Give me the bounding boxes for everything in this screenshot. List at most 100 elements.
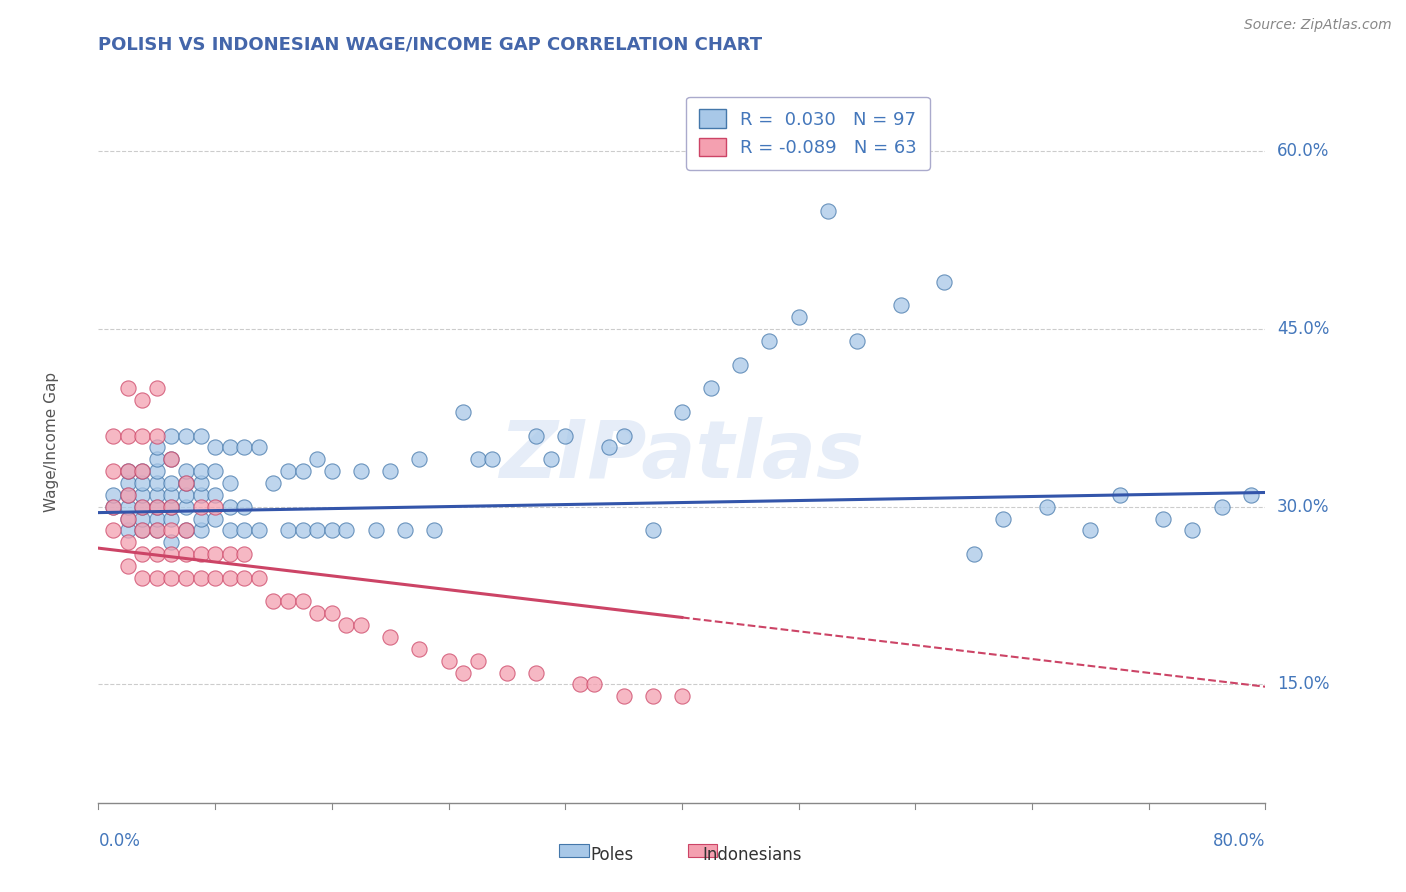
Point — [277, 464, 299, 478]
Point — [204, 488, 226, 502]
Point — [262, 594, 284, 608]
Point — [131, 488, 153, 502]
Point — [350, 464, 373, 478]
Point — [467, 452, 489, 467]
Point — [962, 547, 984, 561]
Point — [277, 524, 299, 538]
Point — [554, 428, 576, 442]
Point — [307, 607, 329, 621]
Point — [174, 464, 197, 478]
Point — [117, 500, 139, 514]
Point — [146, 488, 169, 502]
Point — [1211, 500, 1233, 514]
Point — [131, 500, 153, 514]
Point — [247, 571, 270, 585]
Point — [204, 464, 226, 478]
Point — [291, 594, 314, 608]
Point — [335, 618, 357, 632]
Point — [247, 441, 270, 455]
Point — [1152, 511, 1174, 525]
Point — [380, 630, 402, 644]
Text: POLISH VS INDONESIAN WAGE/INCOME GAP CORRELATION CHART: POLISH VS INDONESIAN WAGE/INCOME GAP COR… — [98, 36, 762, 54]
Point — [146, 547, 169, 561]
Point — [890, 298, 912, 312]
Point — [174, 488, 197, 502]
Point — [437, 654, 460, 668]
Point — [204, 441, 226, 455]
Point — [131, 500, 153, 514]
Point — [160, 500, 183, 514]
Point — [190, 500, 212, 514]
Point — [146, 500, 169, 514]
Point — [101, 500, 124, 514]
Text: 15.0%: 15.0% — [1277, 675, 1330, 693]
Point — [598, 441, 620, 455]
Point — [190, 524, 212, 538]
Point — [641, 524, 664, 538]
Point — [233, 571, 256, 585]
Point — [394, 524, 416, 538]
Point — [174, 428, 197, 442]
Point — [131, 464, 153, 478]
Point — [146, 571, 169, 585]
Point — [117, 464, 139, 478]
Point — [160, 488, 183, 502]
Point — [117, 488, 139, 502]
Point — [131, 511, 153, 525]
Point — [641, 689, 664, 703]
Point — [190, 488, 212, 502]
Text: ZIPatlas: ZIPatlas — [499, 417, 865, 495]
FancyBboxPatch shape — [688, 844, 717, 857]
Point — [787, 310, 810, 325]
Point — [583, 677, 606, 691]
Point — [190, 428, 212, 442]
Point — [160, 571, 183, 585]
Point — [146, 511, 169, 525]
Point — [131, 428, 153, 442]
Point — [146, 428, 169, 442]
Point — [204, 571, 226, 585]
Point — [291, 524, 314, 538]
Point — [451, 665, 474, 680]
Point — [218, 441, 240, 455]
Point — [117, 428, 139, 442]
Point — [190, 547, 212, 561]
Point — [524, 428, 547, 442]
Point — [117, 558, 139, 573]
Point — [1080, 524, 1102, 538]
Point — [146, 452, 169, 467]
Point — [350, 618, 373, 632]
FancyBboxPatch shape — [560, 844, 589, 857]
Point — [277, 594, 299, 608]
Point — [101, 524, 124, 538]
Point — [671, 689, 693, 703]
Point — [204, 500, 226, 514]
Point — [233, 547, 256, 561]
Point — [1035, 500, 1057, 514]
Point — [101, 488, 124, 502]
Point — [117, 511, 139, 525]
Point — [131, 475, 153, 490]
Point — [467, 654, 489, 668]
Point — [671, 405, 693, 419]
Point — [131, 571, 153, 585]
Point — [160, 500, 183, 514]
Point — [101, 428, 124, 442]
Point — [218, 524, 240, 538]
Point — [131, 393, 153, 408]
Point — [146, 441, 169, 455]
Point — [101, 464, 124, 478]
Point — [174, 524, 197, 538]
Point — [408, 641, 430, 656]
Point — [174, 475, 197, 490]
Point — [146, 464, 169, 478]
Point — [174, 547, 197, 561]
Point — [218, 547, 240, 561]
Point — [117, 524, 139, 538]
Point — [131, 547, 153, 561]
Point — [117, 464, 139, 478]
Point — [218, 571, 240, 585]
Point — [190, 571, 212, 585]
Point — [612, 428, 634, 442]
Point — [380, 464, 402, 478]
